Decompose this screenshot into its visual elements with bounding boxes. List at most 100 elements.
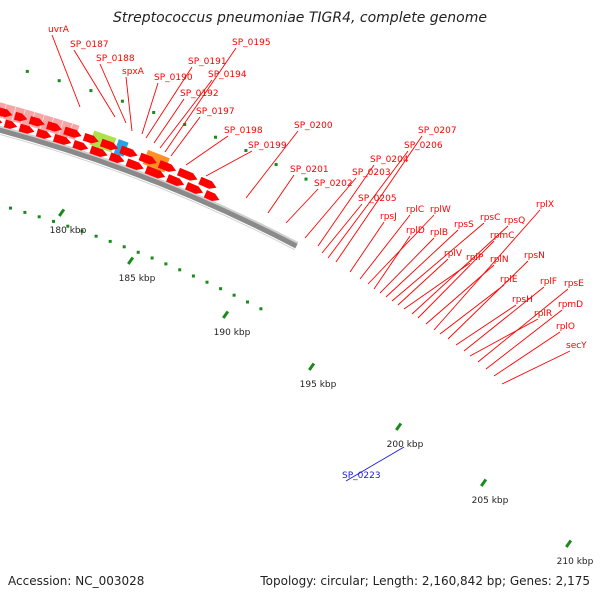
leader-line [397, 258, 449, 306]
minor-tick [246, 300, 249, 304]
minor-tick [37, 215, 41, 219]
cds-arrow [82, 132, 99, 144]
gene-label: SP_0187 [70, 40, 109, 50]
minor-tick [136, 250, 140, 254]
cds-arrow [46, 121, 62, 132]
kbp-label: 210 kbp [557, 557, 594, 567]
minor-tick-marks [9, 69, 308, 311]
leader-line [99, 63, 127, 124]
gene-label: SP_0198 [224, 126, 263, 136]
kbp-label: 205 kbp [472, 496, 509, 506]
backbone-highlight [0, 132, 296, 250]
genome-backbone [0, 125, 299, 251]
block-separator [58, 120, 64, 136]
cds-arrow [144, 165, 166, 179]
minor-tick [232, 293, 236, 297]
leader-line [285, 188, 319, 224]
major-tick [480, 478, 488, 487]
leader-line [359, 214, 411, 280]
outer-tick [89, 89, 93, 93]
cds-arrow [119, 145, 138, 158]
outer-tick [57, 79, 61, 83]
major-tick [395, 422, 403, 431]
minor-tick [191, 274, 195, 278]
gene-label: SP_0205 [358, 194, 397, 204]
minor-tick [150, 256, 154, 260]
leader-line [317, 164, 375, 247]
gene-label: rplV [444, 249, 463, 259]
outer-tick [214, 135, 217, 139]
gene-label: rpsE [564, 279, 584, 289]
leader-line [373, 235, 411, 290]
cds-arrow [184, 182, 204, 194]
gene-label: rplD [406, 226, 425, 236]
gene-label: SP_0207 [418, 126, 457, 136]
gene-label: rpsJ [380, 212, 397, 222]
cds-arrow [125, 158, 144, 171]
kbp-label: 190 kbp [214, 328, 251, 338]
minor-tick [219, 287, 223, 291]
leader-line [349, 221, 385, 273]
cds-arrow [108, 152, 125, 163]
gene-label: rpsN [524, 251, 545, 261]
gene-label: rplN [490, 255, 509, 265]
cds-arrow [99, 138, 119, 151]
gene-label: SP_0188 [96, 54, 135, 64]
genome-summary-text: Topology: circular; Length: 2,160,842 bp… [260, 574, 590, 588]
leader-line [245, 130, 299, 199]
gene-label: rpmC [490, 231, 514, 241]
gene-label: secY [566, 341, 587, 351]
leader-line [469, 318, 539, 357]
gene-label: SP_0191 [188, 57, 227, 67]
gene-label: SP_0203 [352, 168, 391, 178]
cds-arrow [0, 107, 13, 118]
outer-tick [244, 149, 248, 152]
gene-label: SP_0201 [290, 165, 329, 175]
gene-label: SP_0199 [248, 141, 287, 151]
kbp-label: 180 kbp [50, 226, 87, 236]
leader-line [153, 98, 185, 144]
gene-label: rpmD [558, 300, 583, 310]
outer-tick [274, 163, 278, 166]
gene-label: rpsS [454, 220, 474, 230]
major-tick [127, 256, 135, 265]
map-title: Streptococcus pneumoniae TIGR4, complete… [113, 10, 487, 26]
leader-line [501, 350, 571, 385]
label-leader-lines [51, 34, 571, 482]
gene-label: SP_0192 [180, 89, 219, 99]
cds-arrow [72, 140, 89, 151]
major-tick [565, 539, 573, 548]
leader-line [164, 47, 237, 153]
minor-tick [52, 219, 55, 223]
major-tick [222, 310, 230, 319]
leader-line [463, 286, 545, 352]
gene-label: SP_0223 [342, 471, 381, 481]
kbp-label: 195 kbp [300, 380, 337, 390]
kbp-label: 185 kbp [119, 274, 156, 284]
accession-text: Accession: NC_003028 [8, 574, 145, 588]
cds-arrows [0, 107, 220, 202]
minor-tick [80, 229, 84, 233]
kbp-labels: 180 kbp 185 kbp 190 kbp 195 kbp 200 kbp 205 k… [50, 208, 594, 567]
leader-line [439, 284, 505, 335]
gene-label: SP_0206 [404, 141, 443, 151]
gene-label: SP_0190 [154, 73, 193, 83]
leader-line [267, 174, 295, 214]
leader-line [477, 288, 569, 363]
major-tick [58, 208, 66, 217]
gene-label: uvrA [48, 25, 70, 35]
gene-label: SP_0204 [370, 155, 409, 165]
cds-arrow [198, 176, 217, 189]
minor-tick [94, 234, 98, 238]
gene-label: SP_0194 [208, 70, 247, 80]
outer-tick [120, 99, 124, 103]
leader-line [304, 177, 357, 239]
leader-line [145, 66, 193, 139]
leader-line [455, 304, 517, 346]
leader-line [141, 82, 159, 135]
minor-tick [108, 239, 112, 243]
leader-line [345, 446, 405, 482]
outer-tick [183, 123, 187, 126]
gene-label: SP_0195 [232, 38, 271, 48]
